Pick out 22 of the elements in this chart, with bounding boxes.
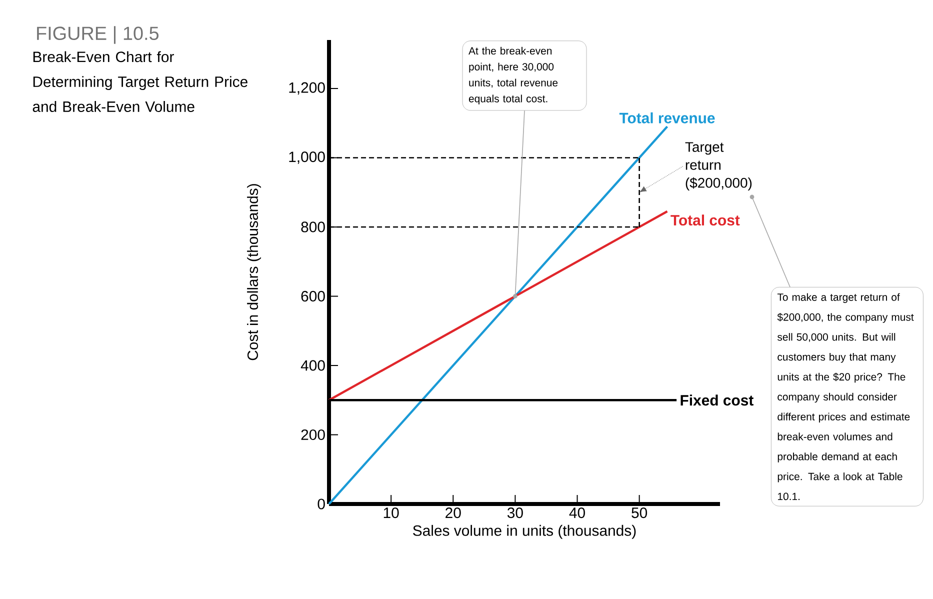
y-axis-title: Cost in dollars (thousands)	[247, 184, 261, 360]
x-tick-label: 40	[569, 508, 585, 518]
series-label: Total cost	[670, 214, 740, 226]
x-tick-label: 50	[632, 508, 648, 518]
series-label: Fixed cost	[680, 394, 754, 406]
y-tick-label: 600	[301, 290, 325, 302]
text: To make a target return of $200,000, the company must sell 50,000 units. But will customers buy that many units at the $20 price? The company should consider different prices and estimate break-even volumes and probable demand at each price. Take a look at Table 10.1.	[777, 293, 914, 500]
y-tick-label: 0	[318, 498, 325, 510]
annotation: Target return ($200,000)	[685, 142, 752, 191]
x-axis-title: Sales volume in units (thousands)	[413, 524, 636, 539]
series-label: Total revenue	[619, 112, 715, 124]
y-tick-label: 1,000	[289, 152, 325, 164]
y-tick-label: 400	[300, 360, 325, 371]
x-tick-label: 30	[507, 508, 523, 518]
y-tick-label: 800	[301, 222, 325, 232]
text: Break-Even Chart for Determining Target Return Price and Break-Even Volume	[32, 51, 248, 112]
y-tick-label: 1,200	[289, 82, 325, 95]
x-tick-label: 10	[384, 508, 399, 518]
x-tick-label: 20	[446, 508, 461, 518]
y-tick-label: 200	[301, 429, 325, 440]
annotation: At the break-even point, here 30,000 units, total revenue equals total cost.	[468, 46, 558, 104]
text: FIGURE | 10.5	[37, 26, 159, 44]
